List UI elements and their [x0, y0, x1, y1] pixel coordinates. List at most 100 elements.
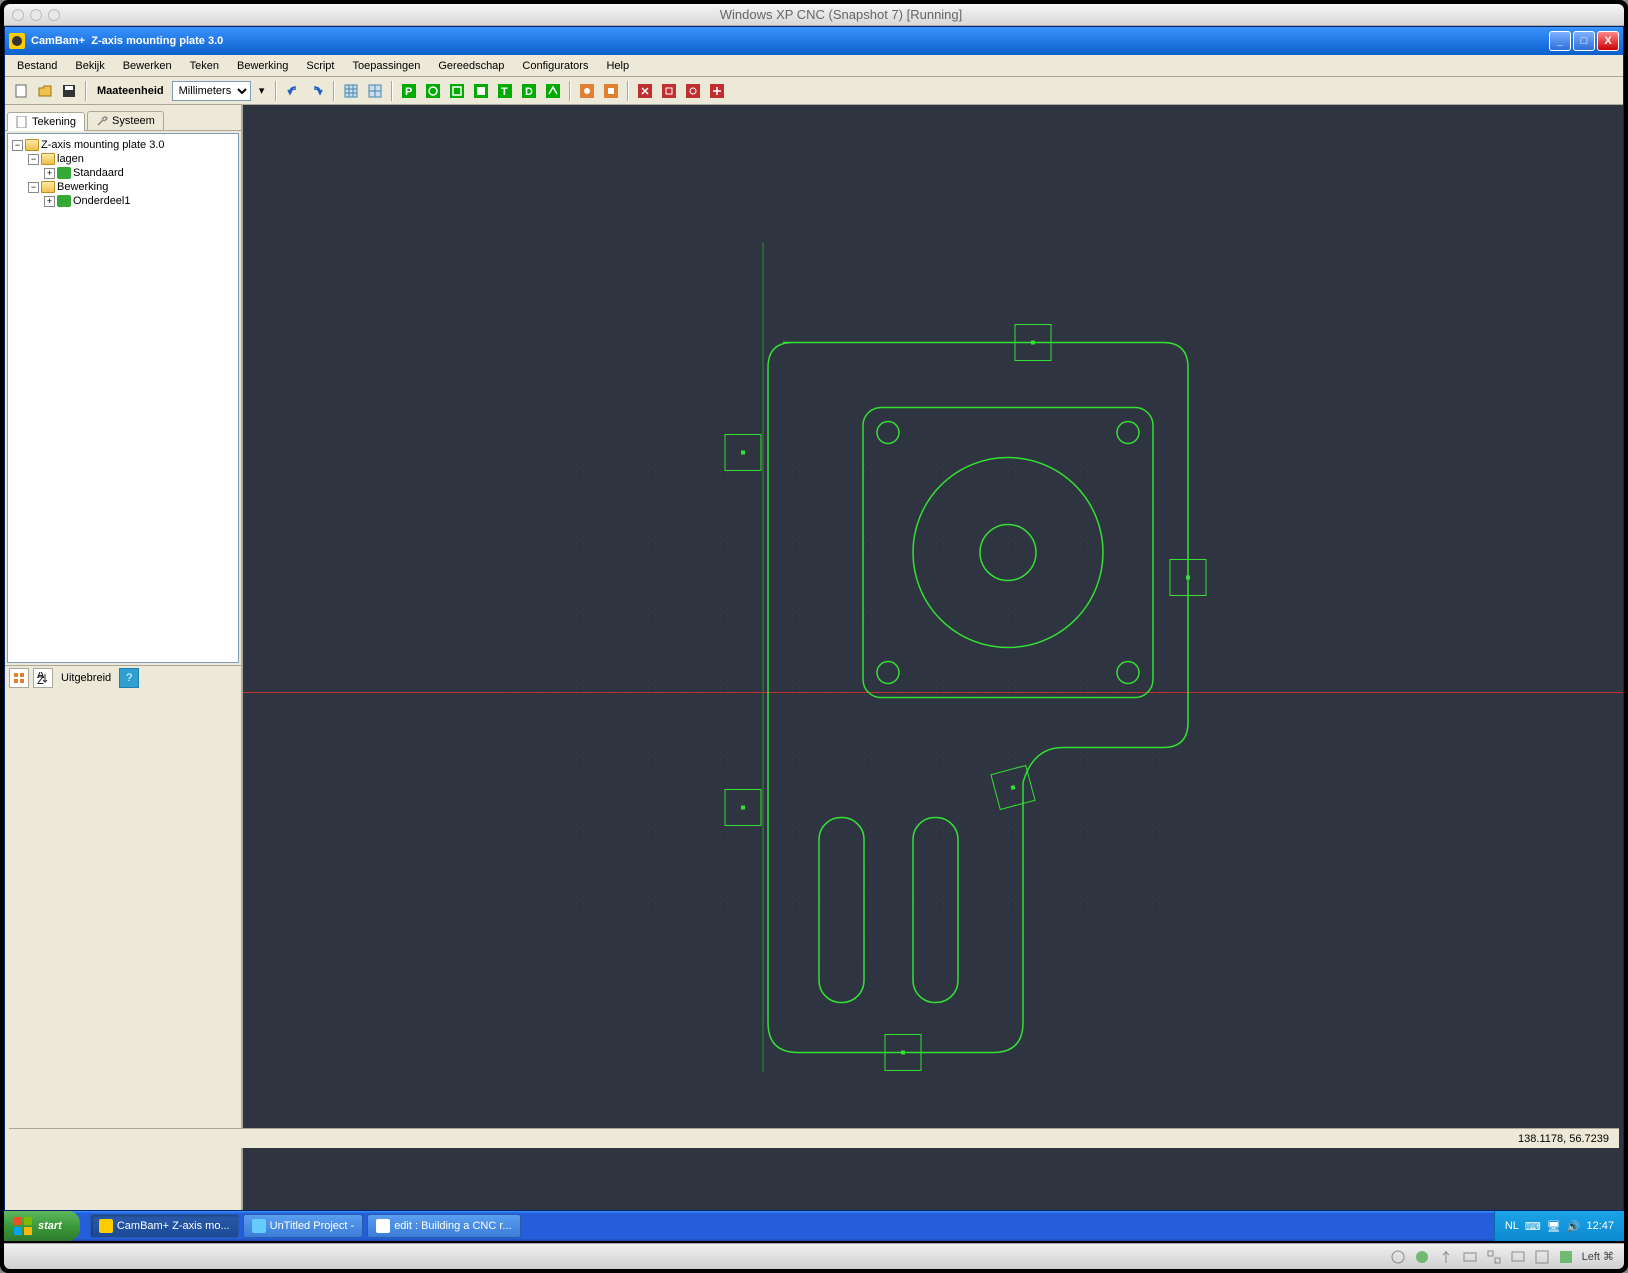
maximize-button[interactable]: □	[1573, 31, 1595, 51]
tool-red-3[interactable]	[683, 81, 703, 101]
folder-state-icon[interactable]	[1414, 1249, 1430, 1265]
fullscreen-icon[interactable]	[1534, 1249, 1550, 1265]
folder-icon	[41, 153, 55, 165]
tree-bewerking[interactable]: − Bewerking	[12, 180, 234, 194]
menu-script[interactable]: Script	[298, 58, 342, 74]
tab-systeem[interactable]: Systeem	[87, 111, 164, 130]
prop-mode-label: Uitgebreid	[57, 672, 115, 684]
mac-window-title: Windows XP CNC (Snapshot 7) [Running]	[66, 7, 1616, 22]
mac-zoom-dot[interactable]	[48, 9, 60, 21]
doc-title: Z-axis mounting plate 3.0	[91, 35, 223, 47]
menu-bekijk[interactable]: Bekijk	[67, 58, 112, 74]
menubar: BestandBekijkBewerkenTekenBewerkingScrip…	[5, 55, 1623, 77]
grid-button-1[interactable]	[341, 81, 361, 101]
tray-volume-icon[interactable]: 🔊	[1567, 1220, 1581, 1233]
network-icon[interactable]	[1486, 1249, 1502, 1265]
xp-titlebar[interactable]: CamBam+ Z-axis mounting plate 3.0 _ □ X	[5, 27, 1623, 55]
tree-onderdeel[interactable]: + Onderdeel1	[12, 194, 234, 208]
grid-button-2[interactable]	[365, 81, 385, 101]
language-indicator[interactable]: NL	[1505, 1220, 1519, 1232]
wrench-icon	[96, 115, 108, 127]
tree-root[interactable]: − Z-axis mounting plate 3.0	[12, 138, 234, 152]
panel-tabs: Tekening Systeem	[5, 105, 241, 131]
svg-text:D: D	[525, 86, 533, 98]
main-toolbar: Maateenheid MillimetersInches ▾ P T D	[5, 77, 1623, 105]
tool-red-1[interactable]	[635, 81, 655, 101]
prop-help-button[interactable]: ?	[119, 668, 139, 688]
left-panel: Tekening Systeem − Z-axis mounting plate…	[5, 105, 243, 1210]
tool-t-button[interactable]: T	[495, 81, 515, 101]
menu-teken[interactable]: Teken	[182, 58, 227, 74]
new-file-button[interactable]	[11, 81, 31, 101]
part-icon	[57, 195, 71, 207]
tool-profile-button[interactable]	[447, 81, 467, 101]
mac-close-dot[interactable]	[12, 9, 24, 21]
tree-lagen[interactable]: − lagen	[12, 152, 234, 166]
undo-button[interactable]	[283, 81, 303, 101]
xp-window: CamBam+ Z-axis mounting plate 3.0 _ □ X …	[4, 26, 1624, 1211]
tree-panel[interactable]: − Z-axis mounting plate 3.0 − lagen + St…	[7, 133, 239, 663]
layer-icon	[57, 167, 71, 179]
tool-orange-2[interactable]	[601, 81, 621, 101]
expander-icon[interactable]: −	[28, 182, 39, 193]
app-title: CamBam+	[31, 35, 85, 47]
disc-icon[interactable]	[1390, 1249, 1406, 1265]
svg-text:T: T	[501, 86, 508, 98]
redo-button[interactable]	[307, 81, 327, 101]
start-button[interactable]: start	[4, 1211, 80, 1241]
save-file-button[interactable]	[59, 81, 79, 101]
tray-network-icon[interactable]: 🖥	[1547, 1220, 1561, 1233]
menu-gereedschap[interactable]: Gereedschap	[430, 58, 512, 74]
menu-bewerking[interactable]: Bewerking	[229, 58, 296, 74]
open-file-button[interactable]	[35, 81, 55, 101]
tool-orange-1[interactable]	[577, 81, 597, 101]
canvas-viewport[interactable]	[243, 105, 1623, 1210]
tool-red-4[interactable]	[707, 81, 727, 101]
share-icon[interactable]	[1462, 1249, 1478, 1265]
prop-categorized-button[interactable]	[9, 668, 29, 688]
taskbar-task[interactable]: UnTitled Project -	[243, 1214, 364, 1238]
minimize-button[interactable]: _	[1549, 31, 1571, 51]
tool-p-button[interactable]: P	[399, 81, 419, 101]
units-dropdown-extra[interactable]: ▾	[255, 81, 269, 101]
menu-bewerken[interactable]: Bewerken	[115, 58, 180, 74]
xp-taskbar: start CamBam+ Z-axis mo...UnTitled Proje…	[4, 1211, 1624, 1241]
prop-sort-button[interactable]: AZ	[33, 668, 53, 688]
expander-icon[interactable]: +	[44, 168, 55, 179]
mac-min-dot[interactable]	[30, 9, 42, 21]
tool-circle-button[interactable]	[423, 81, 443, 101]
host-key-label: Left ⌘	[1582, 1250, 1614, 1263]
tree-standaard[interactable]: + Standaard	[12, 166, 234, 180]
vm-icon[interactable]	[1558, 1249, 1574, 1265]
clock[interactable]: 12:47	[1586, 1220, 1614, 1232]
tray-keyboard-icon[interactable]: ⌨	[1525, 1220, 1541, 1233]
mac-titlebar: Windows XP CNC (Snapshot 7) [Running]	[4, 4, 1624, 26]
svg-text:Z: Z	[37, 675, 44, 684]
status-bar: 138.1178, 56.7239	[9, 1128, 1619, 1148]
display-icon[interactable]	[1510, 1249, 1526, 1265]
tool-pocket-button[interactable]	[471, 81, 491, 101]
tab-tekening[interactable]: Tekening	[7, 112, 85, 131]
menu-help[interactable]: Help	[598, 58, 637, 74]
expander-icon[interactable]: −	[28, 154, 39, 165]
taskbar-task[interactable]: CamBam+ Z-axis mo...	[90, 1214, 239, 1238]
tool-red-2[interactable]	[659, 81, 679, 101]
units-select[interactable]: MillimetersInches	[172, 81, 251, 101]
taskbar-task[interactable]: edit : Building a CNC r...	[367, 1214, 520, 1238]
expander-icon[interactable]: −	[12, 140, 23, 151]
tool-3d-button[interactable]	[543, 81, 563, 101]
close-button[interactable]: X	[1597, 31, 1619, 51]
menu-configurators[interactable]: Configurators	[514, 58, 596, 74]
menu-bestand[interactable]: Bestand	[9, 58, 65, 74]
tool-d-button[interactable]: D	[519, 81, 539, 101]
mac-status-strip: Left ⌘	[4, 1243, 1624, 1269]
expander-icon[interactable]: +	[44, 196, 55, 207]
document-icon	[16, 116, 28, 128]
system-tray[interactable]: NL ⌨ 🖥 🔊 12:47	[1494, 1211, 1624, 1241]
svg-text:P: P	[405, 86, 412, 98]
windows-logo-icon	[14, 1217, 32, 1235]
menu-toepassingen[interactable]: Toepassingen	[344, 58, 428, 74]
usb-icon[interactable]	[1438, 1249, 1454, 1265]
drawing-canvas[interactable]	[243, 105, 1623, 1210]
cambam-app-icon	[9, 33, 25, 49]
